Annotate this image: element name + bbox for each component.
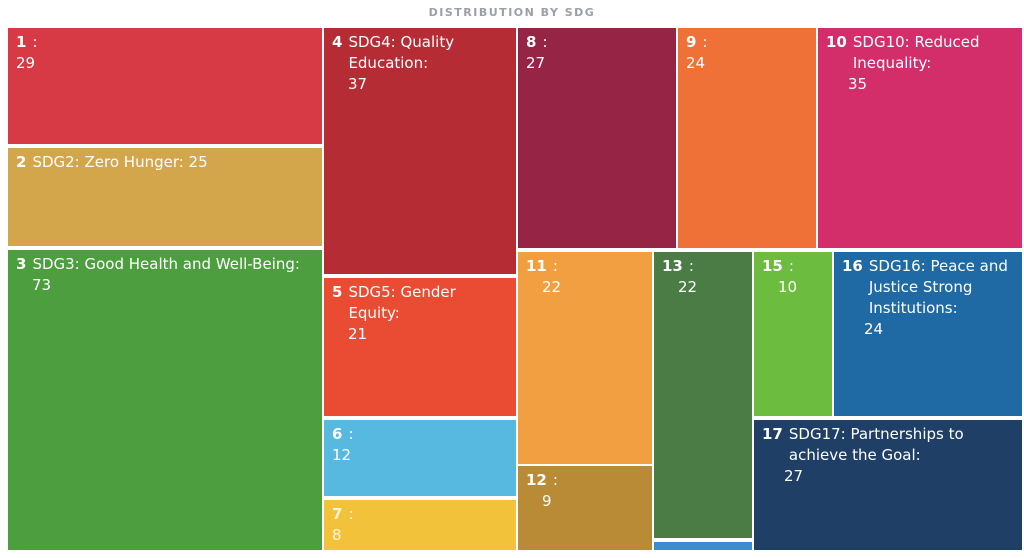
treemap-cell-sdg5[interactable]: 5 SDG5: Gender Equity: 21: [322, 276, 518, 418]
cell-label: SDG10: Reduced Inequality:: [852, 33, 980, 72]
treemap-cell-sdg4[interactable]: 4 SDG4: Quality Education: 37: [322, 26, 518, 276]
cell-label: SDG4: Quality Education:: [348, 33, 455, 72]
cell-number: 4: [332, 33, 343, 51]
cell-number: 17: [762, 425, 783, 443]
treemap-cell-sdg3[interactable]: 3 SDG3: Good Health and Well-Being: 73: [6, 248, 324, 552]
cell-value: 29: [16, 54, 36, 72]
cell-value: 24: [686, 54, 706, 72]
treemap-cell-sdg7[interactable]: 7:8: [322, 498, 518, 552]
cell-value: 27: [784, 467, 804, 485]
treemap-cell-sdg16[interactable]: 16 SDG16: Peace and Justice Strong Instit…: [832, 250, 1024, 418]
cell-label: :: [348, 425, 354, 443]
cell-value: 9: [542, 492, 552, 510]
treemap-cell-sdg6[interactable]: 6: 12: [322, 418, 518, 498]
treemap-cell-sdg2[interactable]: 2 SDG2: Zero Hunger: 25: [6, 146, 324, 248]
chart-title: DISTRIBUTION BY SDG: [428, 6, 596, 19]
cell-number: 12: [526, 471, 547, 489]
treemap-cell-sdg14[interactable]: [652, 540, 756, 552]
cell-value: 73: [32, 276, 52, 294]
cell-number: 6: [332, 425, 343, 443]
cell-number: 11: [526, 257, 547, 275]
cell-value: 21: [348, 325, 368, 343]
cell-number: 2: [16, 153, 27, 171]
cell-number: 3: [16, 255, 27, 273]
cell-value: 24: [864, 320, 884, 338]
cell-number: 13: [662, 257, 683, 275]
cell-value: 22: [542, 278, 562, 296]
cell-value: 27: [526, 54, 546, 72]
cell-label: :: [788, 257, 794, 275]
treemap-cell-sdg17[interactable]: 17 SDG17: Partnerships to achieve the Goa…: [752, 418, 1024, 552]
cell-number: 10: [826, 33, 847, 51]
treemap-cell-sdg15[interactable]: 15: 10: [752, 250, 834, 418]
cell-label: :: [348, 505, 354, 523]
cell-label: SDG17: Partnerships to achieve the Goal:: [788, 425, 964, 464]
cell-label: :: [552, 257, 558, 275]
cell-number: 5: [332, 283, 343, 301]
treemap-cell-sdg8[interactable]: 8: 27: [516, 26, 678, 250]
cell-label: SDG16: Peace and Justice Strong Institut…: [868, 257, 1008, 317]
cell-value: 35: [848, 75, 868, 93]
cell-number: 9: [686, 33, 697, 51]
cell-number: 16: [842, 257, 863, 275]
treemap-cell-sdg12[interactable]: 12:9: [516, 464, 654, 552]
cell-value: 37: [348, 75, 368, 93]
treemap-cell-sdg1[interactable]: 1: 29: [6, 26, 324, 146]
cell-value: 12: [332, 446, 352, 464]
cell-number: 7: [332, 505, 343, 523]
treemap-cell-sdg10[interactable]: 10 SDG10: Reduced Inequality: 35: [816, 26, 1024, 250]
cell-label: SDG5: Gender Equity:: [348, 283, 456, 322]
cell-number: 15: [762, 257, 783, 275]
cell-label: :: [702, 33, 708, 51]
cell-label: :: [688, 257, 694, 275]
cell-number: 8: [526, 33, 537, 51]
cell-value: 10: [778, 278, 798, 296]
cell-label: :: [32, 33, 38, 51]
cell-label: :: [552, 471, 558, 489]
cell-label: SDG2: Zero Hunger: 25: [32, 153, 208, 171]
cell-number: 1: [16, 33, 27, 51]
cell-value: 8: [332, 526, 342, 544]
treemap-cell-sdg9[interactable]: 9: 24: [676, 26, 818, 250]
treemap-cell-sdg13[interactable]: 13: 22: [652, 250, 756, 540]
cell-value: 22: [678, 278, 698, 296]
treemap-cell-sdg11[interactable]: 11: 22: [516, 250, 654, 466]
cell-label: :: [542, 33, 548, 51]
cell-label: SDG3: Good Health and Well-Being:: [32, 255, 300, 273]
